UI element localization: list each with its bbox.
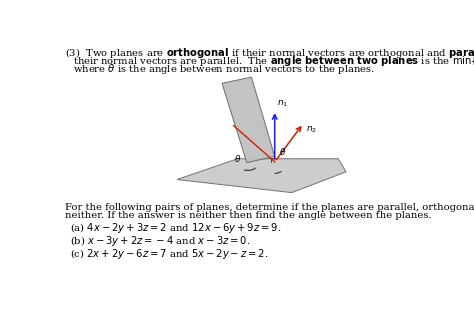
Text: $n_1$: $n_1$: [277, 98, 288, 109]
Text: For the following pairs of planes, determine if the planes are parallel, orthogo: For the following pairs of planes, deter…: [64, 203, 474, 212]
Text: neither. If the answer is neither then find the angle between the planes.: neither. If the answer is neither then f…: [64, 211, 431, 220]
Text: $\theta$: $\theta$: [235, 153, 242, 164]
Text: where $\theta$ is the angle between normal vectors to the planes.: where $\theta$ is the angle between norm…: [73, 62, 375, 76]
Polygon shape: [177, 159, 346, 193]
Text: (c) $2x + 2y - 6z = 7$ and $5x - 2y - z = 2$.: (c) $2x + 2y - 6z = 7$ and $5x - 2y - z …: [70, 247, 268, 261]
Text: (b) $x - 3y + 2z = -4$ and $x - 3z = 0$.: (b) $x - 3y + 2z = -4$ and $x - 3z = 0$.: [70, 234, 251, 248]
Text: (3)  Two planes are $\mathbf{orthogonal}$ if their normal vectors are orthogonal: (3) Two planes are $\mathbf{orthogonal}$…: [64, 46, 474, 60]
Text: their normal vectors are parallel.  The $\mathbf{angle\ between\ two\ planes}$ i: their normal vectors are parallel. The $…: [73, 54, 474, 68]
Polygon shape: [222, 77, 275, 163]
Text: $n_2$: $n_2$: [306, 124, 317, 135]
Text: $\theta$: $\theta$: [279, 146, 287, 157]
Text: (a) $4x - 2y + 3z = 2$ and $12x - 6y + 9z = 9$.: (a) $4x - 2y + 3z = 2$ and $12x - 6y + 9…: [70, 221, 282, 235]
